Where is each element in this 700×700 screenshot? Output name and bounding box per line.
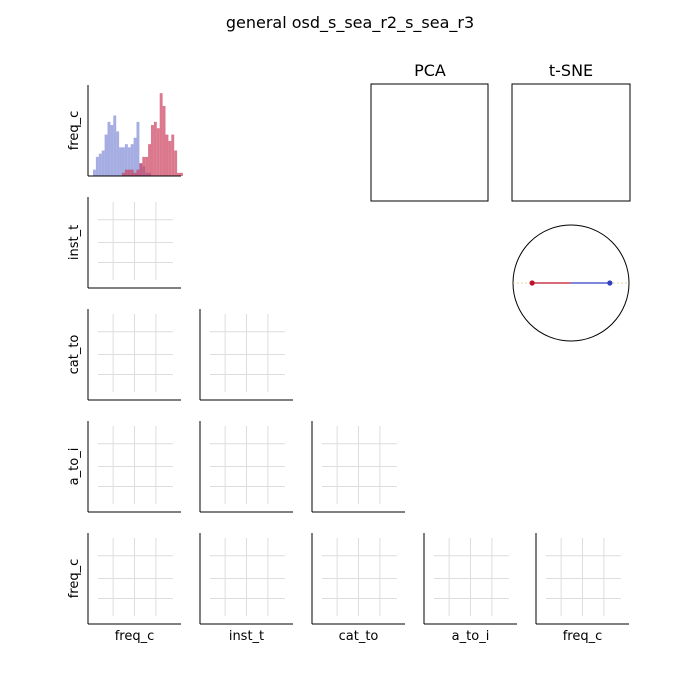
histogram-bar <box>136 169 140 176</box>
pca-title: PCA <box>414 61 446 80</box>
circle-point <box>529 280 535 286</box>
histogram-panel <box>87 85 183 177</box>
histogram-bar <box>98 153 102 176</box>
pair-panel-r3-c0 <box>87 421 181 513</box>
pair-panel-r4-c2 <box>311 533 405 625</box>
histogram-bar <box>124 144 128 176</box>
histogram-bar <box>165 134 169 176</box>
histogram-bar <box>142 156 146 176</box>
histogram-bar <box>133 137 137 176</box>
histogram-bar <box>180 172 183 176</box>
pair-panel-r3-c2 <box>311 421 405 513</box>
histogram-bar <box>104 134 108 176</box>
histogram-bar <box>133 172 137 176</box>
histogram-bar <box>127 147 131 176</box>
tsne-title: t-SNE <box>549 61 593 80</box>
histogram-bar <box>174 150 178 176</box>
circle-point <box>607 280 613 286</box>
histogram-bar <box>145 156 149 176</box>
histogram-bar <box>113 115 117 176</box>
histogram-bar <box>107 121 111 176</box>
histogram-bar <box>159 93 163 176</box>
histogram-bar <box>171 134 175 176</box>
histogram-bar <box>151 125 154 176</box>
y-axis-label: freq_c <box>67 111 82 151</box>
y-axis-label: inst_t <box>67 225 82 260</box>
pair-panel-r2-c0 <box>87 309 181 401</box>
histogram-bar <box>130 169 134 176</box>
histogram-bar <box>130 144 134 176</box>
histogram-bar <box>156 128 160 176</box>
pair-panel-r3-c1 <box>199 421 293 513</box>
histogram-bar <box>139 163 143 176</box>
pair-panel-r4-c4 <box>535 533 629 625</box>
histogram-bar <box>95 156 99 176</box>
pca-panel: PCA <box>370 61 489 202</box>
pair-panel-r2-c1 <box>199 309 293 401</box>
x-axis-label: a_to_i <box>452 629 490 644</box>
histogram-bar <box>136 121 140 176</box>
x-axis-label: freq_c <box>563 629 603 644</box>
circle-panel <box>512 224 630 342</box>
x-axis-label: cat_to <box>339 629 379 644</box>
histogram-bar <box>124 169 128 176</box>
x-axis-label: inst_t <box>229 629 264 644</box>
histogram-bar <box>148 144 151 176</box>
pca-frame <box>370 83 489 202</box>
tsne-frame <box>511 83 631 202</box>
figure-title: general osd_s_sea_r2_s_sea_r3 <box>226 13 474 33</box>
histogram-bar <box>127 169 131 176</box>
y-axis-label: freq_c <box>67 559 82 599</box>
histogram-bar <box>122 172 125 176</box>
histogram-bar <box>116 131 120 176</box>
histogram-bar <box>162 105 166 176</box>
y-axis-label: cat_to <box>67 335 82 375</box>
histogram-bar <box>93 169 96 176</box>
histogram-bar <box>168 140 172 176</box>
histogram-bar <box>119 147 122 176</box>
tsne-panel: t-SNE <box>511 61 631 202</box>
pair-panel-r4-c3 <box>423 533 517 625</box>
histogram-bar <box>177 172 180 176</box>
pair-panel-r4-c0 <box>87 533 181 625</box>
histogram-bar <box>122 147 125 176</box>
y-axis-label: a_to_i <box>67 448 82 486</box>
histogram-bar <box>101 150 105 176</box>
pair-panel-r1-c0 <box>87 197 181 289</box>
pair-panel-r4-c1 <box>199 533 293 625</box>
histogram-bar <box>110 125 114 176</box>
histogram-bar <box>153 121 157 176</box>
x-axis-label: freq_c <box>115 629 155 644</box>
